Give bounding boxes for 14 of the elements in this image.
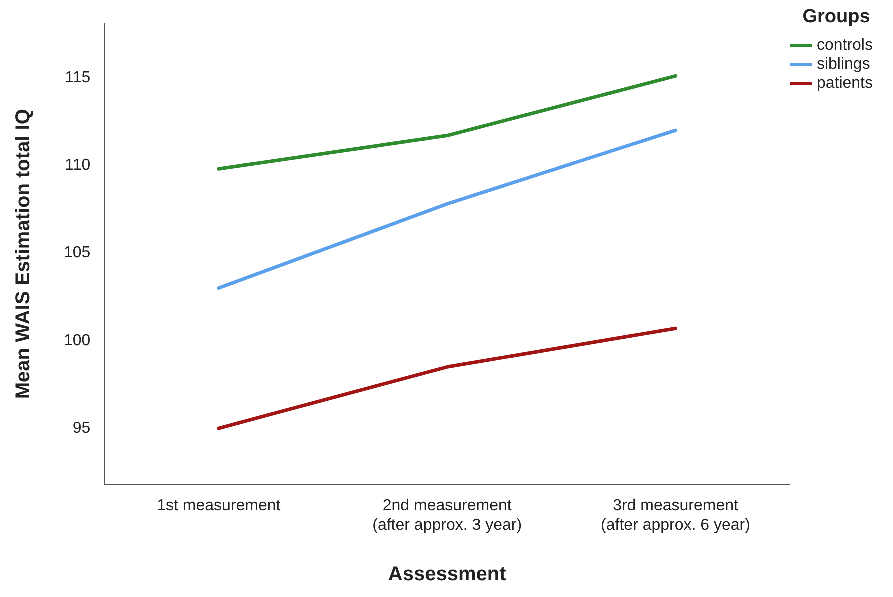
x-axis-title: Assessment xyxy=(388,564,507,586)
y-tick-label: 100 xyxy=(64,332,91,350)
y-tick-label: 110 xyxy=(65,156,91,174)
x-tick-label: 3rd measurement (after approx. 6 year) xyxy=(601,498,750,534)
y-tick-label: 105 xyxy=(64,244,91,262)
legend-title: Groups xyxy=(802,6,870,28)
y-tick-label: 95 xyxy=(72,420,91,437)
y-tick-label: 115 xyxy=(65,69,91,86)
legend-label: patients xyxy=(816,75,874,92)
x-tick-label: 2nd measurement (after approx. 3 year) xyxy=(372,498,522,534)
x-tick-label: 1st measurement xyxy=(157,498,282,515)
legend-label: siblings xyxy=(816,56,870,74)
legend-label: controls xyxy=(816,37,873,54)
y-axis-title: Mean WAIS Estimation total IQ xyxy=(12,109,35,400)
